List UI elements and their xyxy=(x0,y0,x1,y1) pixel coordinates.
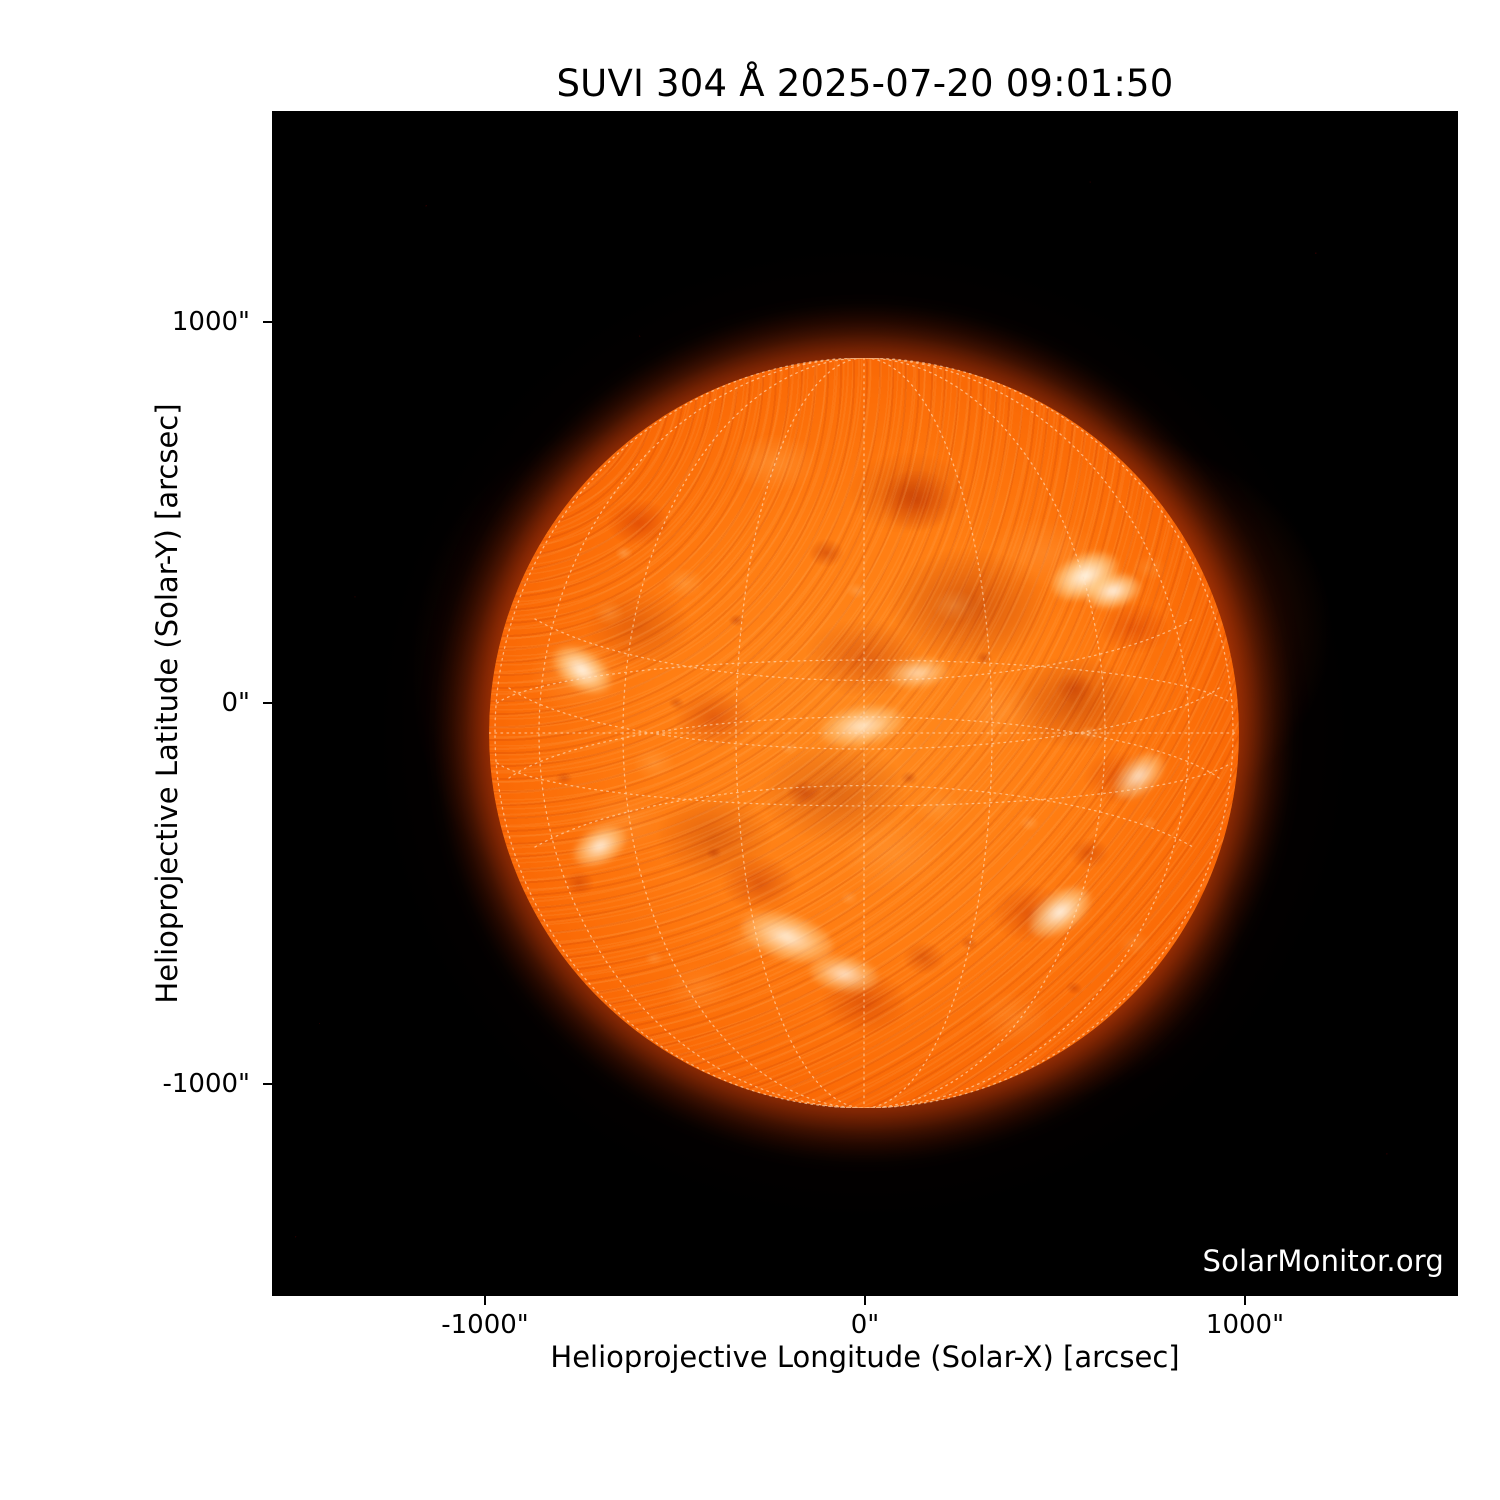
xtick-label--1000: -1000" xyxy=(441,1310,529,1340)
xtick-label-1000: 1000" xyxy=(1205,1310,1285,1340)
solar-image-plot-area[interactable]: SolarMonitor.org xyxy=(272,111,1458,1296)
x-axis-label: Helioprojective Longitude (Solar-X) [arc… xyxy=(550,1340,1180,1374)
xtick-mark-1000 xyxy=(1244,1296,1246,1305)
ytick-label-1000: 1000" xyxy=(171,307,250,337)
ytick-mark--1000 xyxy=(263,1083,272,1085)
solar-disk xyxy=(489,358,1239,1108)
xtick-mark-0 xyxy=(864,1296,866,1305)
ytick-label--1000: -1000" xyxy=(162,1069,250,1099)
xtick-mark--1000 xyxy=(484,1296,486,1305)
figure-title: SUVI 304 Å 2025-07-20 09:01:50 xyxy=(556,62,1174,105)
solar-disk-container xyxy=(479,348,1249,1118)
y-axis-label: Helioprojective Latitude (Solar-Y) [arcs… xyxy=(150,403,184,1004)
ytick-mark-1000 xyxy=(263,321,272,323)
xtick-label-0: 0" xyxy=(850,1310,880,1340)
ytick-label-0: 0" xyxy=(221,688,250,718)
solarmonitor-watermark: SolarMonitor.org xyxy=(1202,1244,1444,1278)
ytick-mark-0 xyxy=(263,702,272,704)
